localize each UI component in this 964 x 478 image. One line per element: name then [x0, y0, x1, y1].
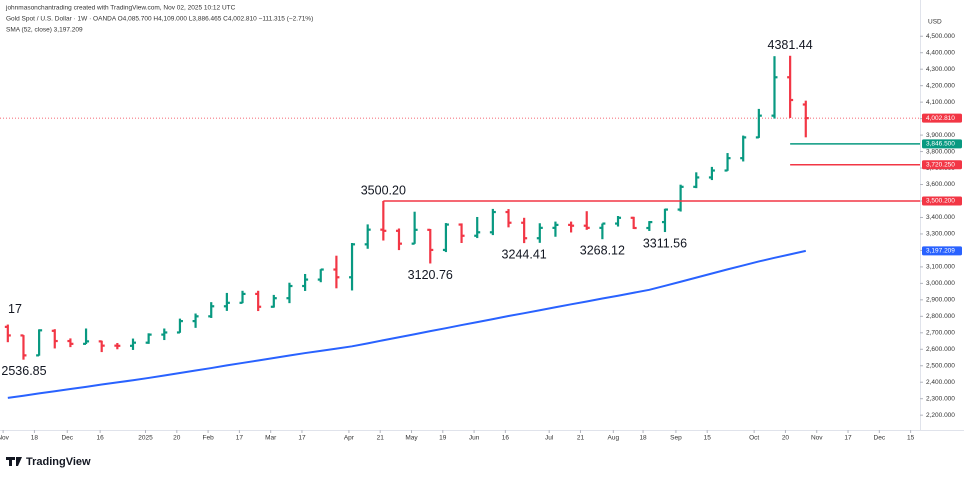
price-line-label: 3,846.500	[926, 141, 955, 148]
y-tick-label: 3,600.000	[926, 181, 955, 188]
sma-box	[922, 246, 962, 256]
price-line-label: 3,720.250	[926, 161, 955, 168]
x-tick-label: Jun	[469, 435, 480, 442]
y-tick-label: 2,200.000	[926, 412, 955, 419]
x-tick-label: Nov	[811, 435, 823, 442]
symbol-line: Gold Spot / U.S. Dollar · 1W · OANDA O4,…	[6, 16, 313, 23]
low-annotation: 3120.76	[408, 268, 453, 282]
brand-logo	[6, 457, 22, 466]
x-tick-label: 16	[502, 435, 510, 442]
y-tick-label: 4,400.000	[926, 49, 955, 56]
y-tick-label: 3,400.000	[926, 214, 955, 221]
x-tick-label: Nov	[0, 435, 10, 442]
currency: USD	[928, 19, 942, 26]
y-tick-label: 3,300.000	[926, 231, 955, 238]
sma-line	[7, 249, 806, 399]
x-tick-label: Mar	[265, 435, 277, 442]
x-tick-label: Aug	[608, 435, 620, 442]
x-tick-label: 15	[907, 435, 915, 442]
price-line-box	[922, 160, 962, 170]
x-tick-label: Feb	[202, 435, 214, 442]
x-tick-label: 2025	[138, 435, 153, 442]
low-annotation: 2536.85	[1, 364, 46, 378]
price-line-box	[922, 196, 962, 206]
y-tick-label: 3,900.000	[926, 132, 955, 139]
edge-annotation: 17	[8, 302, 22, 316]
x-tick-label: 21	[577, 435, 585, 442]
y-tick-label: 2,900.000	[926, 297, 955, 304]
low-annotation: 3244.41	[502, 247, 547, 261]
y-tick-label: 2,400.000	[926, 379, 955, 386]
attribution: johnmasonchantrading created with Tradin…	[5, 5, 236, 12]
x-tick-label: May	[405, 435, 418, 442]
x-tick-label: 20	[782, 435, 790, 442]
sma-label: 3,197.209	[926, 248, 955, 255]
y-tick-label: 2,500.000	[926, 362, 955, 369]
indicator-line: SMA (52, close) 3,197.209	[6, 27, 83, 34]
y-tick-label: 3,800.000	[926, 148, 955, 155]
price-line-label: 3,500.200	[926, 198, 955, 205]
x-tick-label: 18	[639, 435, 647, 442]
y-tick-label: 2,800.000	[926, 313, 955, 320]
y-tick-label: 2,600.000	[926, 346, 955, 353]
x-tick-label: 17	[236, 435, 244, 442]
x-tick-label: 20	[173, 435, 181, 442]
y-tick-label: 2,300.000	[926, 395, 955, 402]
x-tick-label: Apr	[344, 435, 355, 442]
high-annotation: 4381.44	[768, 38, 813, 52]
x-tick-label: 17	[844, 435, 852, 442]
y-tick-label: 3,100.000	[926, 264, 955, 271]
y-tick-label: 3,000.000	[926, 280, 955, 287]
x-tick-label: Dec	[61, 435, 73, 442]
x-tick-label: 15	[704, 435, 712, 442]
last-price-box	[922, 113, 962, 123]
x-tick-label: Jul	[545, 435, 554, 442]
last-price-label: 4,002.810	[926, 115, 955, 122]
y-tick-label: 2,700.000	[926, 330, 955, 337]
x-tick-label: 16	[97, 435, 105, 442]
x-tick-label: 18	[31, 435, 39, 442]
y-tick-label: 4,500.000	[926, 33, 955, 40]
high-annotation: 3500.20	[361, 183, 406, 197]
x-tick-label: Sep	[670, 435, 682, 442]
y-tick-label: 4,200.000	[926, 82, 955, 89]
brand: TradingView	[26, 456, 91, 468]
x-tick-label: Oct	[749, 435, 759, 442]
x-tick-label: 21	[377, 435, 385, 442]
y-tick-label: 4,100.000	[926, 99, 955, 106]
price-line-box	[922, 139, 962, 149]
x-tick-label: 19	[439, 435, 447, 442]
low-annotation: 3268.12	[580, 243, 625, 257]
y-tick-label: 4,300.000	[926, 66, 955, 73]
x-tick-label: 17	[298, 435, 306, 442]
x-tick-label: Dec	[874, 435, 886, 442]
low-annotation: 3311.56	[643, 236, 687, 250]
